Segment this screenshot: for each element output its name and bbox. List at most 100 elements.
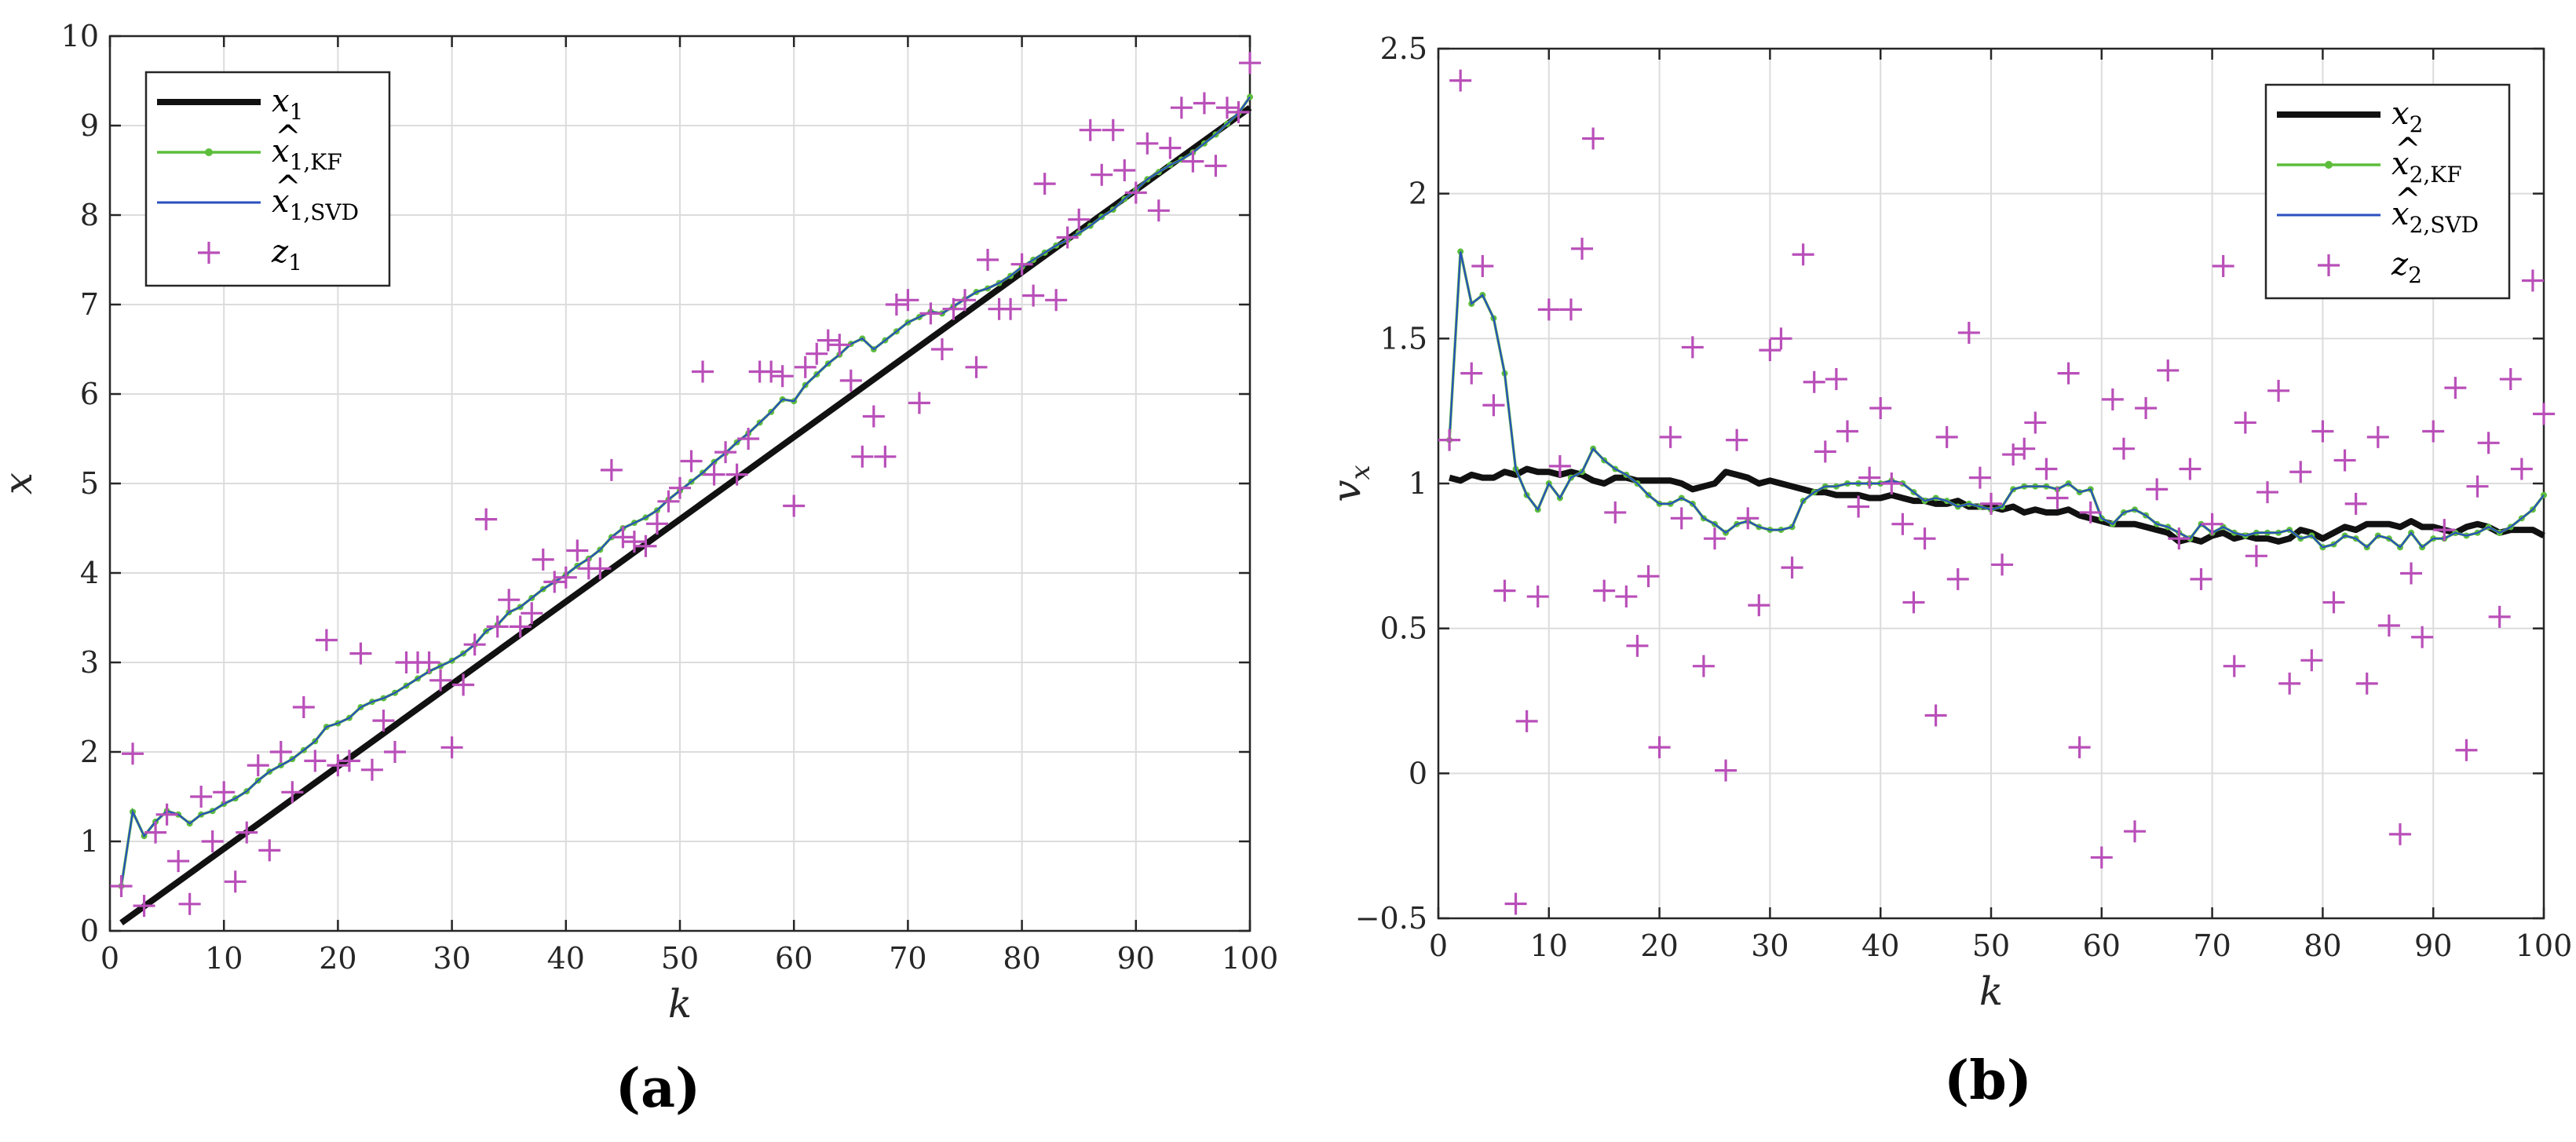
series-z1-marker [1068, 208, 1091, 231]
series-z2-marker [2466, 475, 2489, 498]
x-tick-label: 70 [2193, 929, 2231, 963]
legend-label-x1_svd: x1,SVD [272, 184, 359, 225]
x-tick-label: 10 [205, 941, 243, 976]
y-tick-label: 2.5 [1380, 31, 1427, 66]
series-z1-marker [1147, 199, 1170, 222]
series-z2-marker [2101, 388, 2124, 410]
series-z1-marker [429, 669, 452, 691]
series-z2-marker [1681, 336, 1704, 359]
series-z2-marker [2135, 396, 2158, 419]
series-z1-marker [954, 289, 976, 312]
series-z1-marker [1215, 97, 1238, 119]
x-tick-label: 60 [775, 941, 813, 976]
series-z2-marker [1968, 466, 1991, 489]
series-z2-marker [1759, 339, 1781, 362]
series-z1-marker [292, 696, 315, 718]
x-axis-label: k [668, 981, 692, 1027]
series-z2-marker [2311, 420, 2334, 443]
series-z2-marker [2488, 605, 2511, 628]
series-z2-marker [1847, 495, 1870, 518]
series-z1-marker [1170, 97, 1193, 119]
series-z2-marker [2366, 425, 2389, 448]
series-z2-marker [1637, 565, 1660, 588]
series-z1-marker [919, 302, 942, 325]
series-z2-marker [2146, 478, 2169, 501]
caption-b: (b) [1944, 1049, 2032, 1112]
y-tick-label: 5 [80, 466, 99, 501]
series-z2-marker [2035, 458, 2058, 480]
series-z1-marker [1010, 253, 1033, 275]
series-z2-marker [1991, 553, 2014, 576]
series-z2-marker [2533, 403, 2555, 425]
y-tick-label: 9 [80, 108, 99, 143]
y-tick-label: 8 [80, 198, 99, 232]
series-z1-marker [612, 526, 634, 549]
series-z1-marker [897, 289, 919, 312]
y-tick-label: 1 [80, 824, 99, 859]
series-z1-marker [247, 754, 269, 777]
series-z2-marker [2168, 527, 2191, 550]
y-tick-label: 3 [80, 645, 99, 680]
series-z2-marker [1980, 492, 2002, 515]
series-z2-marker [2521, 269, 2544, 292]
series-z1-marker [794, 356, 817, 378]
series-z2-marker [2499, 368, 2522, 391]
series-z1-marker [384, 741, 406, 763]
y-tick-label: 10 [61, 19, 99, 53]
series-z2-marker [2333, 449, 2356, 472]
series-z1-marker [1113, 159, 1136, 181]
legend-label-x1_kf: x1,KF [272, 133, 342, 175]
series-z1-marker [486, 615, 509, 638]
series-z1-marker [645, 513, 668, 535]
series-z1-marker [828, 334, 851, 356]
series-z2-marker [1548, 454, 1571, 477]
x-tick-label: 0 [1429, 929, 1448, 963]
series-z1-marker [703, 463, 725, 486]
legend-box [144, 71, 391, 287]
series-z1-marker [1182, 150, 1204, 173]
x-tick-label: 100 [2516, 929, 2573, 963]
x-tick-label: 20 [319, 941, 356, 976]
series-z2-marker [1924, 704, 1947, 727]
legend-swatch-z1 [198, 242, 220, 264]
y-tick-label: 1 [1409, 466, 1427, 501]
series-z1-marker [634, 535, 657, 557]
series-z2-marker [2201, 513, 2223, 535]
series-z1-marker [725, 463, 748, 486]
series-z1-marker [418, 651, 440, 673]
y-tick-label: 0 [80, 914, 99, 948]
series-z2-marker [2002, 443, 2025, 466]
legend-box [2264, 83, 2511, 300]
series-z2-marker [1659, 425, 1682, 448]
panel-b-chart: 0 10 20 30 40 50 60 70 80 90 100−0.500.511.522.5kv… [1324, 31, 2572, 1014]
legend-label-sub: 1 [290, 99, 304, 125]
series-z1-marker [224, 870, 247, 893]
series-z1-marker [554, 566, 577, 589]
legend-label-base: x [272, 83, 290, 119]
series-z1-marker [178, 892, 201, 915]
series-z2-marker [2444, 377, 2467, 400]
series-z2-marker [1471, 255, 1494, 277]
series-z1-marker [327, 754, 349, 777]
series-z2-marker [2179, 458, 2201, 480]
y-tick-label: 2 [80, 735, 99, 769]
x-tick-label: 0 [100, 941, 119, 976]
x-tick-label: 10 [1530, 929, 1568, 963]
series-z2-marker [2256, 481, 2278, 504]
series-z1-marker [783, 494, 806, 517]
series-z2-marker [2157, 359, 2180, 381]
series-z2-marker [2411, 626, 2434, 648]
series-z2-marker [2278, 672, 2301, 695]
series-z2-marker [2190, 567, 2212, 590]
x-tick-label: 80 [1003, 941, 1040, 976]
series-z1-marker [521, 602, 543, 625]
series-z2-marker [2090, 846, 2113, 869]
y-axis-label: x [0, 472, 41, 494]
series-z1-marker [600, 458, 623, 481]
series-z1-marker [1193, 92, 1215, 115]
series-z2-marker [2322, 591, 2345, 614]
legend-hat-x2_kf: ^ [2395, 132, 2421, 168]
series-z2-marker [2510, 458, 2533, 480]
series-z2-marker [1670, 507, 1693, 530]
series-z1-marker [566, 539, 589, 562]
